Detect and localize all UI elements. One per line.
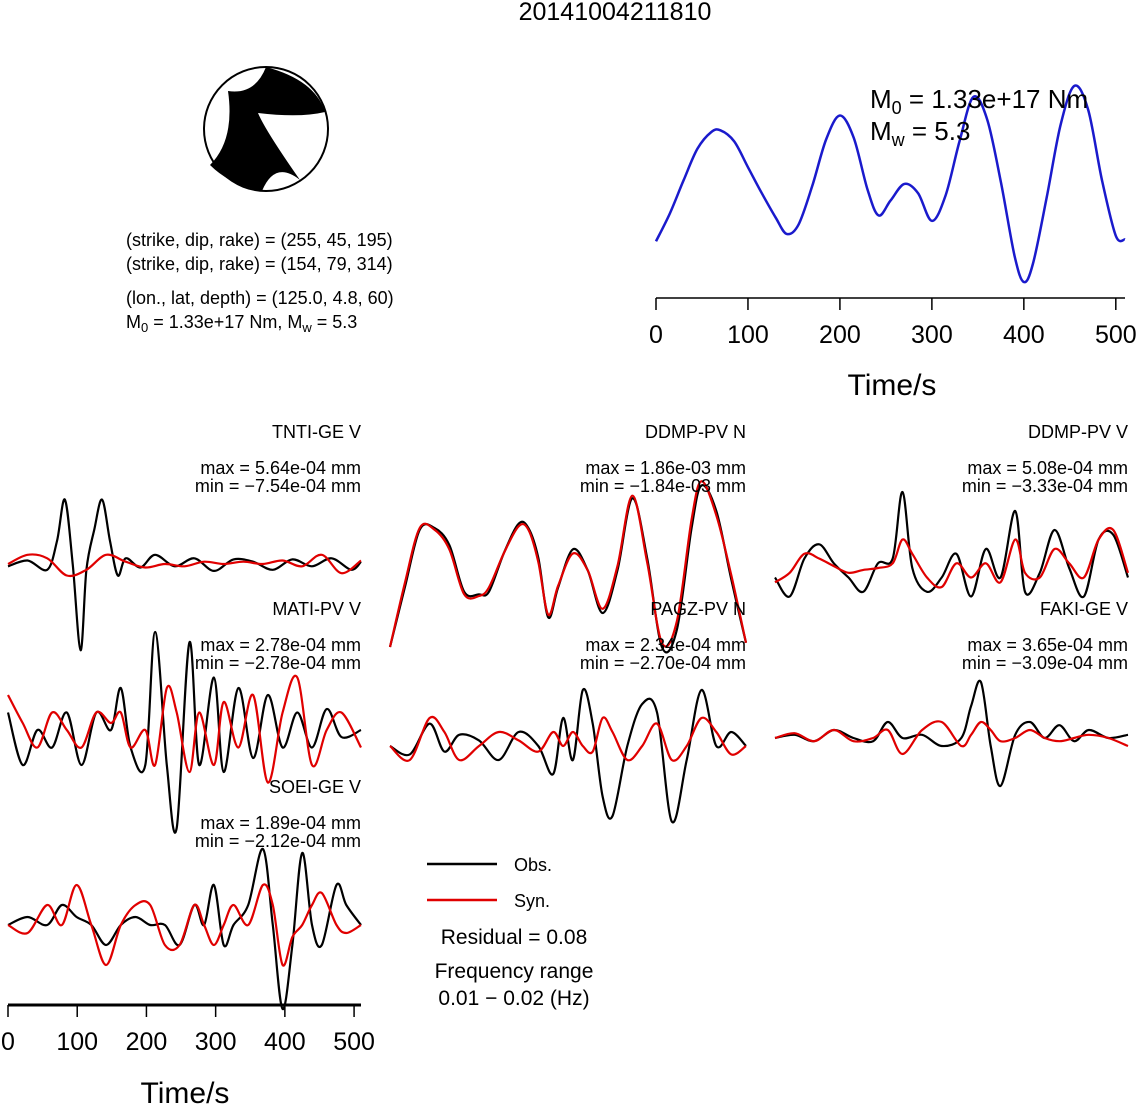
synthetic-trace [774,720,1129,756]
source-time-function-chart: 0 100 200 300 400 500 Time/s [649,84,1137,402]
event-title: 20141004211810 [519,0,712,26]
waveform-x-tick-label: 300 [195,1028,237,1056]
residual-label: Residual = 0.08 [441,926,588,949]
station-label: MATI-PV V [272,599,361,619]
legend-obs-label: Obs. [514,855,552,875]
stf-series-line [654,84,1126,284]
min-amplitude-label: min = −2.12e-04 mm [195,831,361,851]
stf-x-tick-label: 500 [1095,321,1137,349]
stf-x-axis-label: Time/s [848,369,937,402]
stf-x-tick-label: 100 [727,321,769,349]
station-label: PAGZ-PV N [650,599,746,619]
frequency-title: Frequency range [435,960,594,983]
observed-trace [6,630,362,834]
waveform-x-tick-label: 400 [264,1028,306,1056]
observed-trace [774,679,1129,788]
observed-trace [389,687,747,824]
min-amplitude-label: min = −3.09e-04 mm [962,653,1128,673]
min-amplitude-label: min = −1.84e-03 mm [580,476,746,496]
stf-x-tick-label: 300 [911,321,953,349]
synthetic-trace [7,883,362,967]
waveform-x-tick-label: 500 [333,1028,375,1056]
waveform-x-tick-label: 0 [1,1028,15,1056]
station-label: DDMP-PV V [1028,422,1128,442]
legend: Obs. Syn. Residual = 0.08 Frequency rang… [427,855,593,1010]
synthetic-trace [388,480,748,648]
waveform-x-axis-label: Time/s [141,1077,230,1106]
stf-x-tick-label: 0 [649,321,663,349]
waveform-x-tick-label: 100 [56,1028,98,1056]
waveform-x-tick-label: 200 [126,1028,168,1056]
legend-syn-label: Syn. [514,891,550,911]
observed-trace [7,847,362,1011]
max-amplitude-label: max = 1.86e-03 mm [585,458,746,478]
synthetic-trace [389,715,747,762]
min-amplitude-label: min = −2.78e-04 mm [195,653,361,673]
station-label: DDMP-PV N [645,422,746,442]
synthetic-trace [774,526,1130,589]
max-amplitude-label: max = 3.65e-04 mm [967,635,1128,655]
hypocenter-location: (lon., lat, depth) = (125.0, 4.8, 60) [126,288,394,308]
stf-x-tick-label: 400 [1003,321,1045,349]
observed-trace [774,490,1130,599]
synthetic-trace [7,674,362,784]
frequency-range: 0.01 − 0.02 (Hz) [438,987,589,1010]
station-label: FAKI-GE V [1040,599,1128,619]
synthetic-trace [7,553,362,578]
stf-x-tick-label: 200 [819,321,861,349]
nodal-plane-2: (strike, dip, rake) = (154, 79, 314) [126,254,393,274]
min-amplitude-label: min = −3.33e-04 mm [962,476,1128,496]
station-label: TNTI-GE V [272,422,361,442]
max-amplitude-label: max = 5.64e-04 mm [200,458,361,478]
min-amplitude-label: min = −2.70e-04 mm [580,653,746,673]
beachball-icon [203,66,329,192]
station-label: SOEI-GE V [269,777,361,797]
focal-mechanism-info: (strike, dip, rake) = (255, 45, 195) (st… [126,230,394,335]
max-amplitude-label: max = 2.34e-04 mm [585,635,746,655]
stf-m0-label: M0 = 1.33e+17 Nm [870,84,1088,118]
min-amplitude-label: min = −7.54e-04 mm [195,476,361,496]
observed-trace [7,498,362,652]
max-amplitude-label: max = 5.08e-04 mm [967,458,1128,478]
max-amplitude-label: max = 2.78e-04 mm [200,635,361,655]
moment-line: M0 = 1.33e+17 Nm, Mw = 5.3 [126,312,357,335]
max-amplitude-label: max = 1.89e-04 mm [200,813,361,833]
stf-mw-label: Mw = 5.3 [870,116,970,150]
nodal-plane-1: (strike, dip, rake) = (255, 45, 195) [126,230,393,250]
